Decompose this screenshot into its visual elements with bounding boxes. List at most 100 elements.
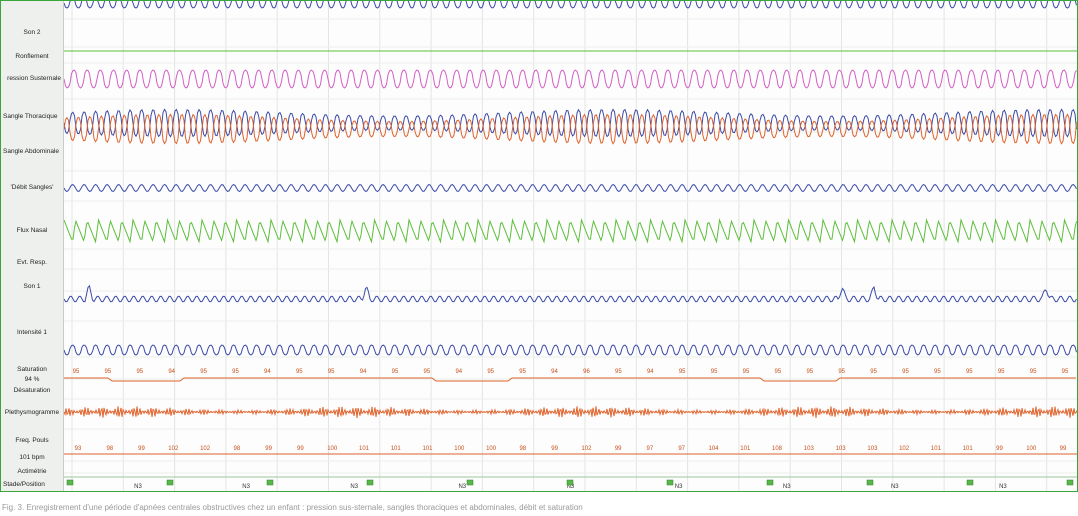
pulse-value-label: 93 — [75, 446, 82, 452]
saturation-value-label: 95 — [679, 369, 686, 375]
channel-label-panel: Son 2 Ronflement ression Susternale Sang… — [1, 1, 64, 491]
saturation-value-label: 95 — [870, 369, 877, 375]
position-marker — [1066, 479, 1074, 486]
stage-label: N3 — [783, 484, 791, 490]
pulse-value-label: 100 — [454, 446, 465, 452]
saturation-value-label: 95 — [136, 369, 143, 375]
label-freq-pouls[interactable]: Freq. Pouls — [15, 437, 49, 444]
pulse-value-label: 99 — [297, 446, 304, 452]
saturation-value-label: 96 — [583, 369, 590, 375]
saturation-value-label: 95 — [902, 369, 909, 375]
label-actimetrie[interactable]: Actimétrie — [17, 468, 47, 475]
saturation-value-label: 95 — [615, 369, 622, 375]
pulse-value-label: 99 — [138, 446, 145, 452]
position-marker — [566, 479, 574, 486]
saturation-value-label: 94 — [264, 369, 271, 375]
pulse-value-label: 103 — [867, 446, 878, 452]
pulse-value-label: 99 — [1060, 446, 1067, 452]
saturation-value-label: 95 — [105, 369, 112, 375]
label-saturation[interactable]: Saturation — [17, 366, 47, 373]
saturation-value-label: 95 — [1030, 369, 1037, 375]
label-son1[interactable]: Son 1 — [23, 283, 41, 290]
saturation-value-label: 95 — [296, 369, 303, 375]
position-marker — [766, 479, 774, 486]
signal-plot-area[interactable]: 95 95 95 94 95 95 94 95 95 94 95 95 94 95 95 94 96 95 94 95… — [64, 1, 1077, 491]
saturation-value-label: 95 — [775, 369, 782, 375]
sangle-abdominale-trace — [64, 113, 1077, 145]
label-evt-resp[interactable]: Evt. Resp. — [17, 259, 47, 266]
pulse-value-label: 101 — [391, 446, 402, 452]
pulse-value-label: 101 — [422, 446, 433, 452]
pulse-value-label: 99 — [551, 446, 558, 452]
saturation-value-label: 95 — [424, 369, 431, 375]
position-marker — [166, 479, 174, 486]
pulse-value-label: 98 — [234, 446, 241, 452]
pulse-value-label: 98 — [106, 446, 113, 452]
pulse-value-label: 101 — [740, 446, 751, 452]
saturation-value-label: 95 — [743, 369, 750, 375]
pulse-value-label: 104 — [708, 446, 719, 452]
pulse-value-label: 103 — [836, 446, 847, 452]
saturation-value-label: 95 — [1062, 369, 1069, 375]
saturation-value-label: 95 — [806, 369, 813, 375]
pulse-value-label: 108 — [772, 446, 783, 452]
position-marker — [366, 479, 374, 486]
stage-label: N3 — [999, 484, 1007, 490]
label-plethysmogramme[interactable]: Plethysmogramme — [4, 409, 60, 416]
label-desaturation[interactable]: Désaturation — [13, 387, 51, 394]
label-ronflement[interactable]: Ronflement — [15, 53, 49, 60]
position-marker — [66, 479, 74, 486]
pulse-value-label: 102 — [200, 446, 211, 452]
pulse-value-label: 98 — [519, 446, 526, 452]
stage-label: N3 — [567, 484, 575, 490]
saturation-value-label: 95 — [998, 369, 1005, 375]
top-signal-trace — [64, 1, 1077, 9]
saturation-current-value: 94 % — [24, 376, 40, 383]
label-flux-nasal[interactable]: Flux Nasal — [16, 227, 48, 234]
pulse-value-label: 97 — [647, 446, 654, 452]
pulse-value-label: 101 — [963, 446, 974, 452]
pulse-value-label: 100 — [486, 446, 497, 452]
saturation-value-label: 94 — [551, 369, 558, 375]
saturation-value-label: 94 — [360, 369, 367, 375]
pulse-value-label: 101 — [359, 446, 370, 452]
saturation-value-label: 95 — [934, 369, 941, 375]
position-marker — [266, 479, 274, 486]
pulse-value-label: 102 — [899, 446, 910, 452]
plethysmogramme-trace — [64, 406, 1077, 419]
label-son2[interactable]: Son 2 — [23, 29, 41, 36]
saturation-value-label: 95 — [487, 369, 494, 375]
stage-label: N3 — [350, 484, 358, 490]
label-stade-position[interactable]: Stade/Position — [3, 481, 45, 488]
pulse-value-label: 99 — [615, 446, 622, 452]
pulse-current-value: 101 bpm — [19, 454, 45, 461]
saturation-value-label: 95 — [200, 369, 207, 375]
saturation-value-label: 95 — [73, 369, 80, 375]
saturation-value-label: 95 — [328, 369, 335, 375]
debit-sangles-trace — [64, 183, 1077, 193]
label-sangle-thoracique[interactable]: Sangle Thoracique — [3, 113, 58, 120]
pulse-value-label: 100 — [327, 446, 338, 452]
stage-label: N3 — [891, 484, 899, 490]
label-debit-sangles[interactable]: 'Débit Sangles' — [10, 184, 54, 191]
label-pression-susternale[interactable]: ression Susternale — [7, 75, 61, 82]
saturation-value-label: 95 — [519, 369, 526, 375]
signal-traces: 95 95 95 94 95 95 94 95 95 94 95 95 94 95 95 94 96 95 94 95… — [64, 1, 1077, 491]
label-sangle-abdominale[interactable]: Sangle Abdominale — [3, 148, 60, 155]
pulse-value-label: 102 — [168, 446, 179, 452]
position-marker — [466, 479, 474, 486]
stage-label: N3 — [134, 484, 142, 490]
label-intensite1[interactable]: Intensité 1 — [17, 329, 47, 336]
intensite1-trace — [64, 344, 1077, 356]
position-marker — [866, 479, 874, 486]
saturation-value-label: 94 — [647, 369, 654, 375]
saturation-value-label: 95 — [838, 369, 845, 375]
stage-label: N3 — [242, 484, 250, 490]
pression-susternale-trace — [64, 69, 1077, 89]
polysomnography-viewer: Son 2 Ronflement ression Susternale Sang… — [0, 0, 1078, 492]
saturation-value-label: 95 — [392, 369, 399, 375]
stage-label: N3 — [458, 484, 466, 490]
saturation-value-label: 95 — [966, 369, 973, 375]
pulse-value-label: 97 — [678, 446, 685, 452]
pulse-value-label: 103 — [804, 446, 815, 452]
